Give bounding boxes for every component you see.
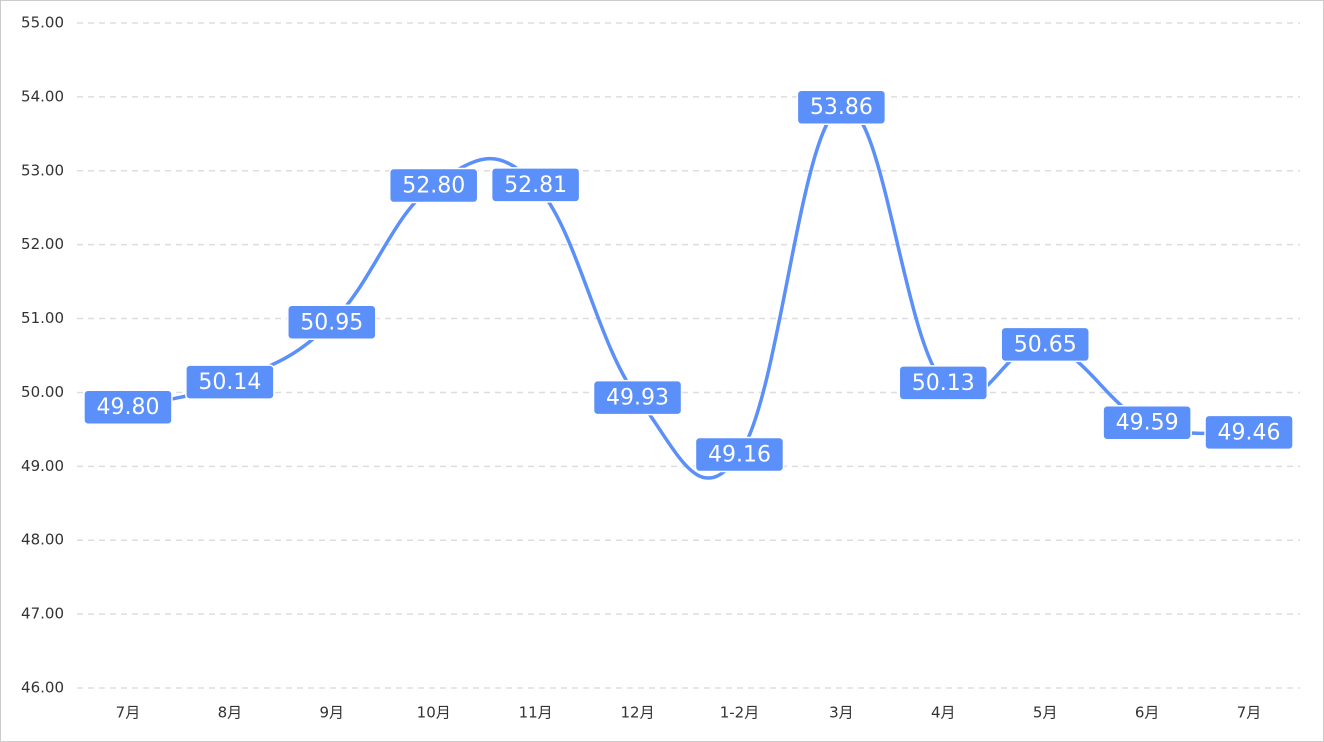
value-label-box [898,365,989,401]
value-label: 49.16 [708,443,771,468]
value-label-box [1204,414,1294,451]
x-tick-label: 5月 [1033,704,1058,722]
value-label: 50.13 [912,371,975,396]
x-tick-label: 7月 [1237,704,1262,722]
value-label: 52.81 [504,173,567,198]
y-tick-label: 47.00 [21,605,64,623]
y-tick-label: 53.00 [21,161,64,179]
value-label: 49.93 [606,386,669,411]
value-label-box [185,364,275,400]
x-tick-label: 3月 [829,704,854,722]
x-tick-label: 6月 [1135,704,1160,722]
y-tick-label: 49.00 [21,457,64,475]
value-label: 53.86 [810,95,873,120]
y-tick-label: 50.00 [21,383,64,401]
y-tick-label: 51.00 [21,309,64,327]
value-label-box [83,389,173,425]
x-tick-label: 4月 [931,704,956,722]
x-tick-label: 7月 [116,704,141,722]
y-tick-label: 46.00 [21,679,64,697]
value-label: 50.95 [300,310,363,335]
value-label: 49.46 [1218,420,1281,445]
x-tick-label: 9月 [320,704,345,722]
value-label: 50.65 [1014,332,1077,357]
value-label-box [287,304,377,340]
value-label-box [388,167,479,204]
value-label-box [796,89,887,125]
y-tick-label: 48.00 [21,531,64,549]
x-tick-label: 11月 [519,704,553,722]
x-tick-label: 1-2月 [720,704,760,722]
value-label: 50.14 [198,370,261,395]
x-tick-label: 10月 [417,704,451,722]
value-label-box [694,436,785,473]
value-label: 52.80 [402,174,465,199]
value-label-box [490,167,581,203]
value-label: 49.80 [96,395,159,420]
y-tick-label: 55.00 [21,14,64,32]
value-label-box [1000,326,1090,363]
value-label: 49.59 [1116,411,1179,436]
value-label-box [1102,404,1192,441]
x-tick-label: 12月 [620,704,654,722]
y-tick-label: 52.00 [21,235,64,253]
y-tick-label: 54.00 [21,87,64,105]
value-label-box [592,379,683,416]
x-tick-label: 8月 [218,704,243,722]
